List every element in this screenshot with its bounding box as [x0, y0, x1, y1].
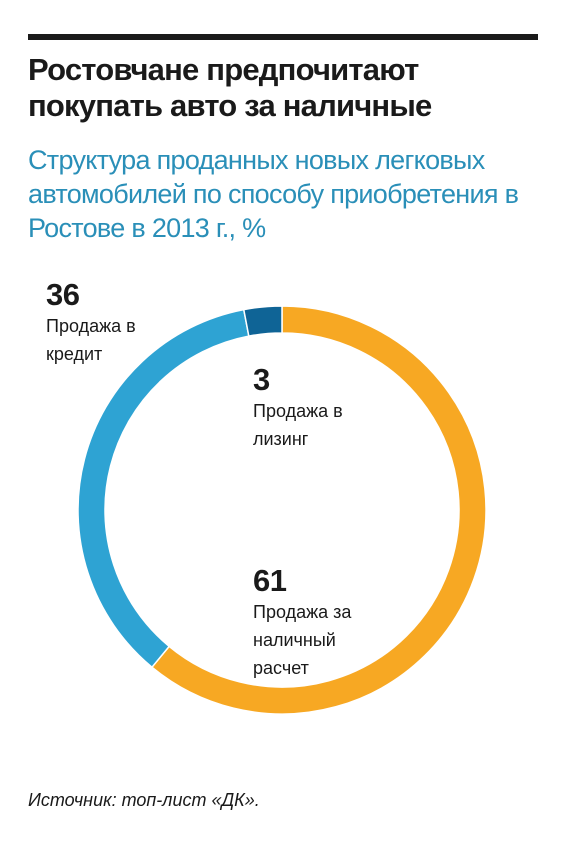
label-cash-name: Продажа за наличный расчет — [253, 602, 352, 678]
source-note: Источник: топ-лист «ДК». — [28, 790, 260, 810]
donut-slice-leasing — [242, 305, 283, 338]
label-credit-name: Продажа в кредит — [46, 316, 136, 364]
donut-slice-cash — [150, 305, 487, 715]
label-leasing-name: Продажа в лизинг — [253, 401, 343, 449]
label-leasing-value: 3 — [253, 362, 270, 397]
top-rule — [28, 34, 538, 40]
chart-title: Ростовчане предпочитают покупать авто за… — [28, 52, 432, 123]
label-credit-value: 36 — [46, 277, 80, 312]
label-cash-value: 61 — [253, 563, 287, 598]
chart-subtitle: Структура проданных новых легковых автом… — [28, 145, 519, 243]
label-cash: 61 Продажа за наличный расчет — [253, 564, 383, 682]
label-credit: 36 Продажа в кредит — [46, 278, 176, 368]
label-leasing: 3 Продажа в лизинг — [253, 363, 383, 453]
